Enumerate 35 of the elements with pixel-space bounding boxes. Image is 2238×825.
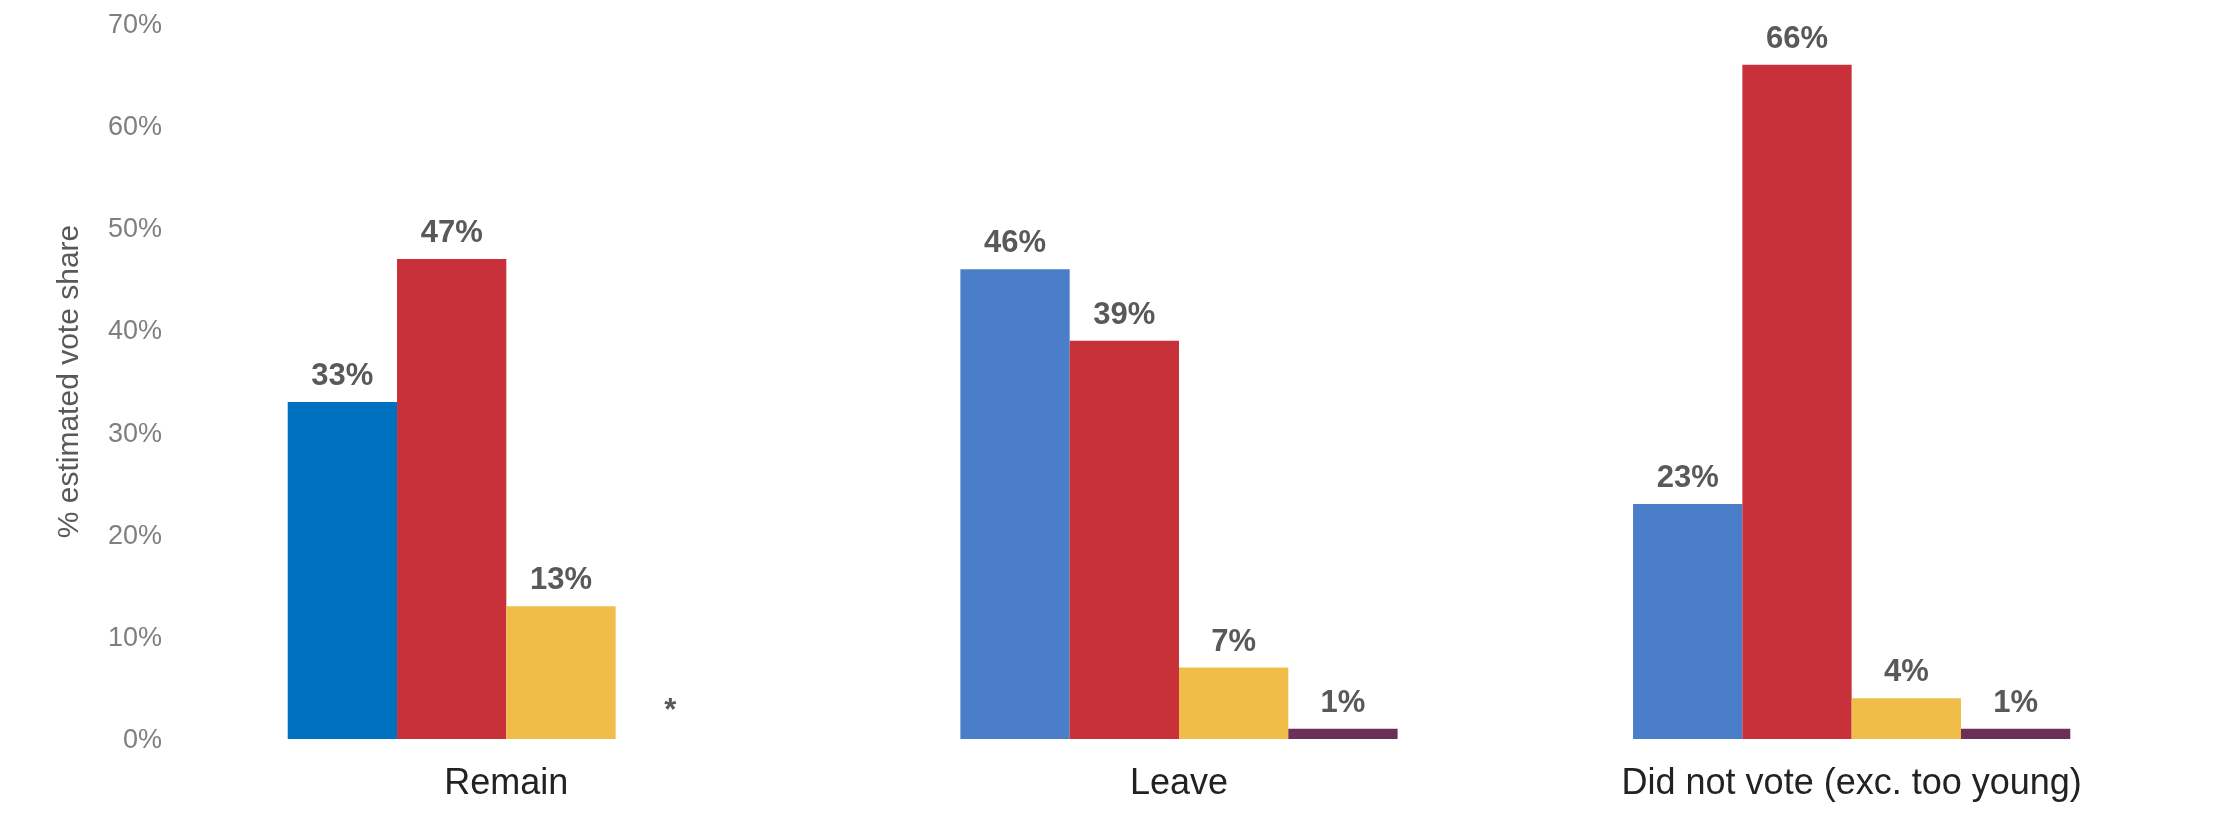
data-label: 13% — [529, 561, 593, 597]
y-tick-label: 20% — [107, 519, 162, 550]
data-label: 47% — [420, 213, 483, 249]
annotation: * — [664, 692, 678, 727]
bar — [506, 606, 616, 739]
bar — [287, 401, 398, 739]
bar — [1742, 64, 1852, 739]
data-label: 46% — [984, 224, 1047, 260]
data-label: 39% — [1093, 295, 1156, 331]
y-tick-label: 10% — [107, 621, 162, 652]
y-tick-label: 70% — [107, 9, 162, 39]
bar — [397, 258, 507, 739]
bar — [1069, 340, 1179, 739]
bar — [1633, 504, 1743, 739]
data-label: 7% — [1211, 622, 1257, 658]
bar — [960, 269, 1070, 739]
y-tick-label: 50% — [107, 213, 162, 244]
y-axis-title: % estimated vote share — [50, 224, 84, 539]
data-label: 1% — [1320, 683, 1366, 719]
y-tick-label: 30% — [107, 417, 162, 448]
x-tick-label: Remain — [444, 760, 569, 802]
bar — [1288, 728, 1398, 739]
bar — [1179, 667, 1289, 739]
data-label: 23% — [1656, 459, 1719, 495]
data-label: 33% — [311, 356, 374, 392]
y-tick-label: 60% — [107, 111, 162, 142]
x-tick-label: Leave — [1129, 760, 1229, 802]
y-tick-label: 0% — [122, 724, 162, 754]
data-label: 4% — [1883, 653, 1929, 689]
bar — [1851, 698, 1961, 739]
data-label: 1% — [1993, 683, 2039, 719]
y-tick-label: 40% — [107, 315, 162, 346]
data-label: 66% — [1765, 19, 1829, 55]
bar — [1960, 728, 2071, 739]
x-tick-label: Did not vote (exc. too young) — [1621, 760, 2082, 802]
